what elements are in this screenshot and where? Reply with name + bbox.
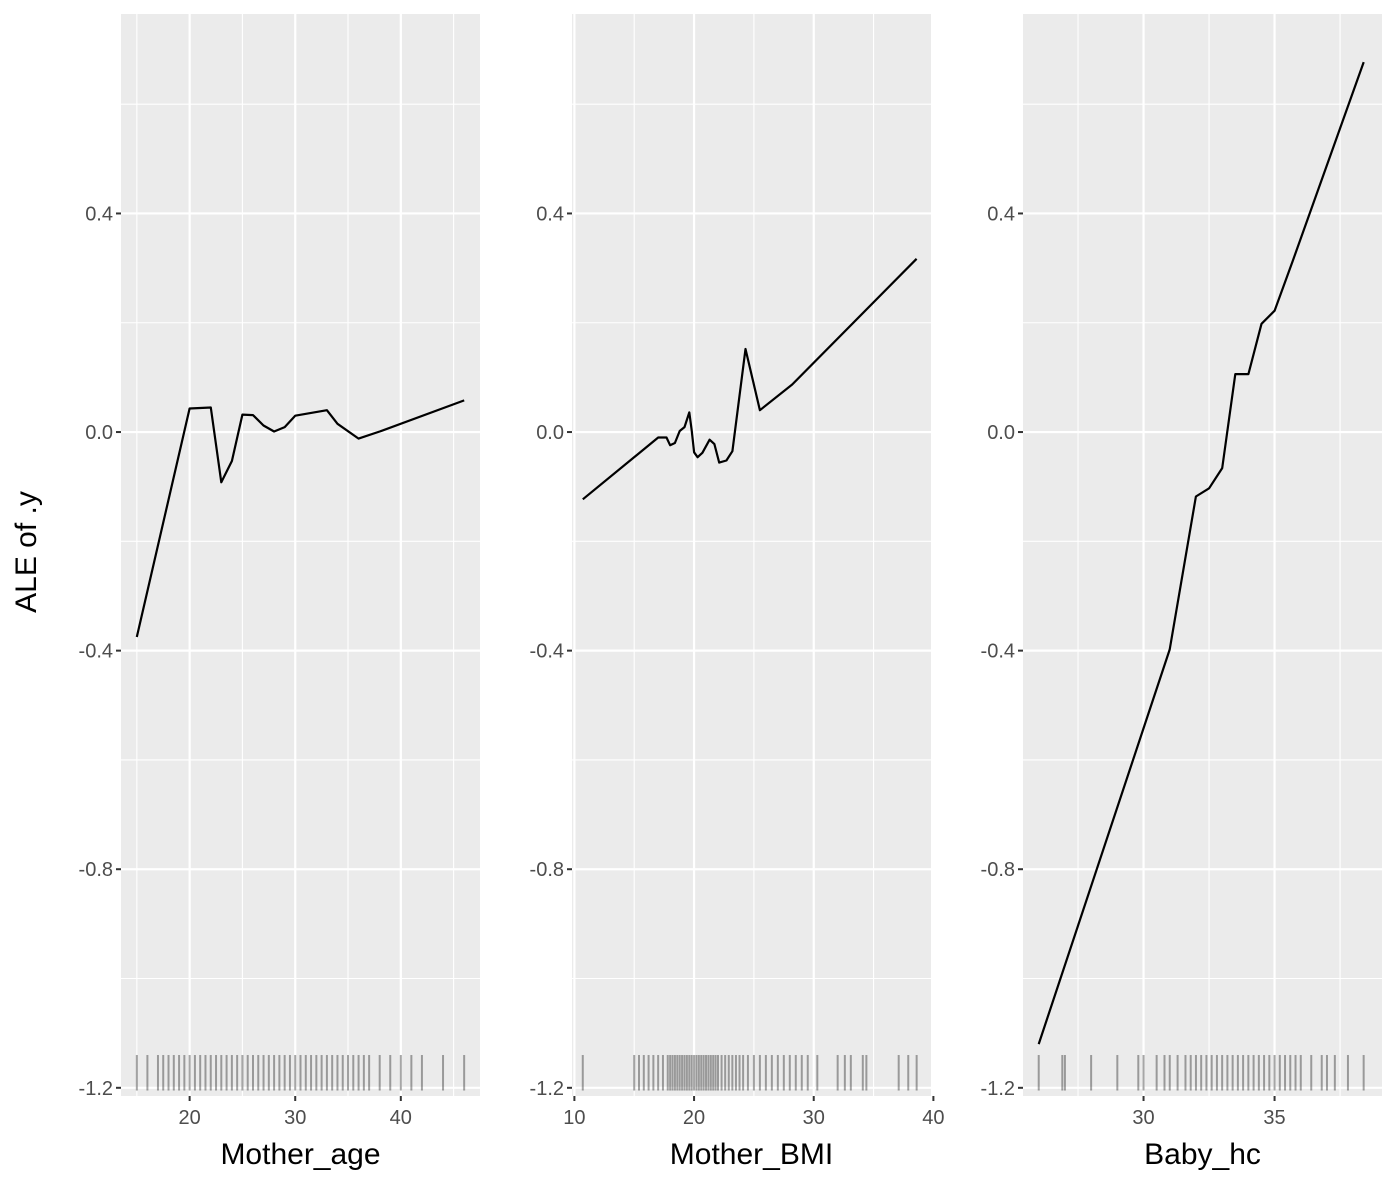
ale-line bbox=[582, 258, 918, 501]
x-tick-label: 30 bbox=[803, 1107, 825, 1129]
y-tick-label: 0.4 bbox=[987, 203, 1015, 225]
x-tick-label: 35 bbox=[1263, 1107, 1285, 1129]
x-tick-label: 40 bbox=[390, 1107, 412, 1129]
y-tick-label: 0.0 bbox=[536, 422, 564, 444]
y-tick-label: -0.8 bbox=[79, 859, 113, 881]
y-tick-label: 0.0 bbox=[987, 422, 1015, 444]
y-tick-label: -0.4 bbox=[79, 641, 113, 663]
x-tick-label: 30 bbox=[284, 1107, 306, 1129]
y-tick-label: -0.8 bbox=[530, 859, 564, 881]
y-tick-label: -0.4 bbox=[981, 641, 1015, 663]
panel-2: 0.4 0.0 -0.4 -0.8 -1.2 10 20 30 40 Mother_BMI bbox=[530, 14, 945, 1171]
ale-line bbox=[135, 399, 465, 638]
y-tick-label: -0.4 bbox=[530, 641, 564, 663]
y-tick-label: 0.4 bbox=[85, 203, 113, 225]
x-axis-title: Mother_BMI bbox=[670, 1138, 833, 1171]
x-tick-label: 40 bbox=[922, 1107, 944, 1129]
y-tick-label: 0.4 bbox=[536, 203, 564, 225]
panel-background bbox=[1023, 14, 1382, 1096]
x-tick-label: 10 bbox=[563, 1107, 585, 1129]
y-tick-label: -1.2 bbox=[79, 1078, 113, 1100]
y-tick-label: -1.2 bbox=[530, 1078, 564, 1100]
panel-1: 0.4 0.0 -0.4 -0.8 -1.2 20 30 40 Mother_age bbox=[79, 14, 480, 1171]
x-tick-label: 20 bbox=[179, 1107, 201, 1129]
panel-background bbox=[121, 14, 480, 1096]
panels-layer: 0.4 0.0 -0.4 -0.8 -1.2 20 30 40 Mother_age 0.4 0.0… bbox=[79, 14, 1382, 1171]
y-tick-label: -1.2 bbox=[981, 1078, 1015, 1100]
x-tick-label: 30 bbox=[1132, 1107, 1154, 1129]
y-axis-title: ALE of .y bbox=[10, 491, 43, 613]
panel-background bbox=[572, 14, 931, 1096]
y-tick-label: -0.8 bbox=[981, 859, 1015, 881]
x-axis-title: Baby_hc bbox=[1144, 1138, 1261, 1171]
x-tick-label: 20 bbox=[683, 1107, 705, 1129]
x-axis-title: Mother_age bbox=[220, 1138, 380, 1171]
y-tick-label: 0.0 bbox=[85, 422, 113, 444]
ale-line bbox=[1037, 61, 1365, 1045]
